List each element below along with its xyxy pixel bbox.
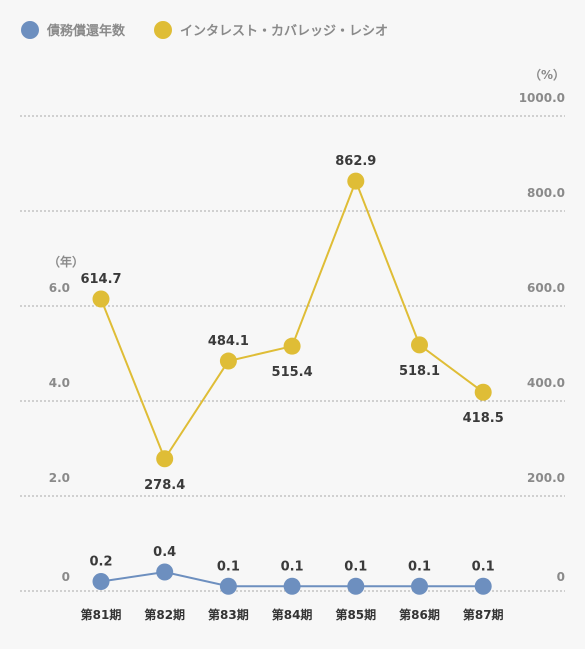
right-axis-tick-label: 800.0 — [527, 186, 565, 200]
legend-label-1: インタレスト・カバレッジ・レシオ — [180, 24, 388, 39]
right-axis-tick-label: 1000.0 — [519, 91, 565, 105]
series-1-label-6: 418.5 — [463, 411, 504, 426]
left-axis-tick-label: 0 — [62, 570, 70, 584]
left-axis-tick-label: 2.0 — [49, 471, 70, 485]
series-0-point-6 — [474, 577, 492, 595]
legend-marker-0 — [21, 21, 39, 39]
x-axis-categories: 第81期 第82期 第83期 第84期 第85期 第86期 第87期 — [81, 607, 504, 622]
series-0-point-4 — [347, 577, 365, 595]
series-0-point-1 — [156, 563, 174, 581]
series-0-label-5: 0.1 — [408, 559, 431, 574]
series-0-point-3 — [283, 577, 301, 595]
category-label-0: 第81期 — [81, 607, 122, 622]
series-0-point-2 — [219, 577, 237, 595]
series-1-point-4 — [347, 172, 365, 190]
series-1-label-5: 518.1 — [399, 364, 440, 379]
left-axis-tick-label: 6.0 — [49, 281, 70, 295]
left-axis-tick-label: 4.0 — [49, 376, 70, 390]
right-axis-tick-label: 400.0 — [527, 376, 565, 390]
series-0-label-1: 0.4 — [153, 545, 176, 560]
series-1-point-6 — [474, 383, 492, 401]
series-0-label-6: 0.1 — [472, 559, 495, 574]
right-axis-tick-label: 200.0 — [527, 471, 565, 485]
category-label-6: 第87期 — [463, 607, 504, 622]
series-1-point-3 — [283, 337, 301, 355]
series-0-point-5 — [411, 577, 428, 595]
right-axis-tick-label: 0 — [557, 570, 565, 584]
legend: 債務償還年数 インタレスト・カバレッジ・レシオ — [21, 21, 388, 39]
series — [92, 172, 492, 595]
series-1-point-5 — [411, 336, 428, 354]
series-1-label-3: 515.4 — [272, 365, 313, 380]
category-label-3: 第84期 — [272, 607, 313, 622]
series-1-label-2: 484.1 — [208, 334, 249, 349]
series-1-label-4: 862.9 — [335, 154, 376, 169]
category-label-2: 第83期 — [208, 607, 249, 622]
axes: （年） （%） 0 200.0 400.0 600.0 800.0 1000.0 0 2.0 4… — [48, 67, 565, 584]
legend-marker-1 — [154, 21, 172, 39]
right-axis-unit: （%） — [529, 67, 565, 82]
series-1-label-0: 614.7 — [80, 272, 121, 287]
series-1-label-1: 278.4 — [144, 478, 185, 493]
series-0-point-0 — [92, 573, 110, 590]
series-0-label-2: 0.1 — [217, 559, 240, 574]
right-axis-tick-label: 600.0 — [527, 281, 565, 295]
series-1-point-2 — [219, 352, 237, 370]
category-label-5: 第86期 — [399, 607, 440, 622]
series-line-1 — [100, 178, 484, 461]
legend-label-0: 債務償還年数 — [46, 23, 126, 39]
series-0-label-4: 0.1 — [344, 559, 367, 574]
series-0-label-3: 0.1 — [281, 559, 304, 574]
category-label-1: 第82期 — [144, 607, 185, 622]
left-axis-unit: （年） — [48, 254, 84, 269]
category-label-4: 第85期 — [335, 607, 376, 622]
series-1-point-0 — [92, 290, 110, 308]
data-labels: 0.2 0.4 0.1 0.1 0.1 0.1 0.1 614.7 278.4 484.1 515.… — [80, 154, 503, 574]
series-0-label-0: 0.2 — [89, 555, 112, 570]
series-1-point-1 — [156, 450, 174, 468]
